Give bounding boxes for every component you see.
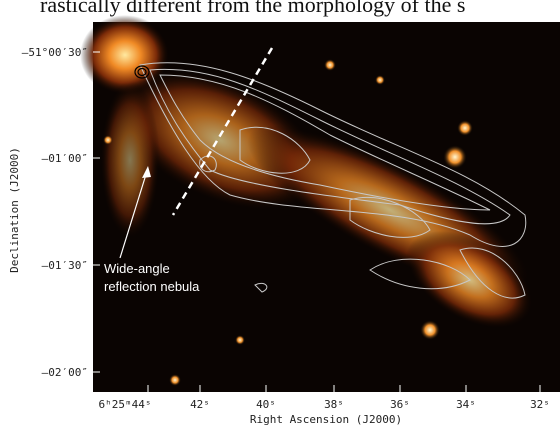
header-text: rastically different from the morphology… — [40, 0, 465, 17]
x-tick-label: 42ˢ — [190, 398, 210, 411]
y-axis-title: Declination (J2000) — [8, 147, 21, 273]
x-tick-label: 40ˢ — [256, 398, 276, 411]
y-tick-label: –01′00″ — [42, 152, 88, 165]
y-tick-label: –01′30″ — [42, 259, 88, 272]
annotation-line: reflection nebula — [104, 279, 200, 294]
sky-image: Wide-angle reflection nebula — [80, 15, 560, 392]
x-tick-label: 6ʰ25ᵐ44ˢ — [99, 398, 152, 411]
annotation-line: Wide-angle — [104, 261, 170, 276]
x-tick-label: 34ˢ — [456, 398, 476, 411]
x-axis-title: Right Ascension (J2000) — [250, 413, 402, 426]
y-tick-label: –02′00″ — [42, 366, 88, 379]
x-tick-label: 32ˢ — [530, 398, 550, 411]
x-tick-label: 38ˢ — [324, 398, 344, 411]
x-tick-label: 36ˢ — [390, 398, 410, 411]
y-tick-label: –51°00′30″ — [22, 46, 88, 59]
